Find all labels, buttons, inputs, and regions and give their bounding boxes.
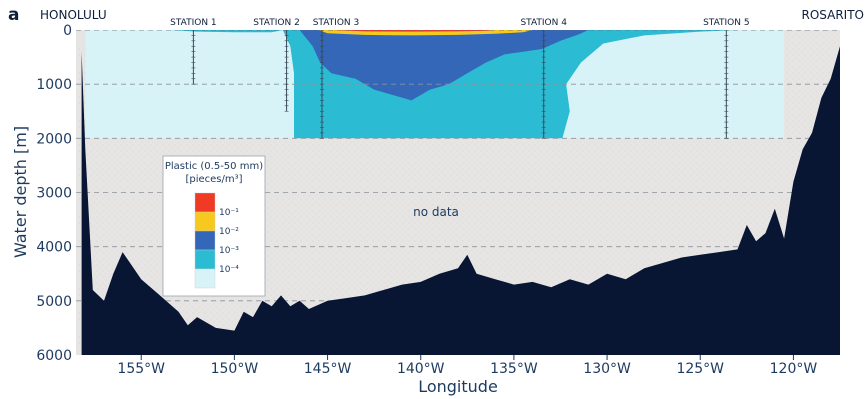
legend-title-line1: Plastic (0.5-50 mm) [165,161,263,172]
x-axis-ticks: 155°W 150°W 145°W 140°W 135°W 130°W 125°W 120°W [117,355,817,377]
legend-swatches [194,192,216,289]
legend-swatch-4 [194,249,216,270]
endpoint-labels: HONOLULU ROSARITO [40,8,864,22]
x-tick-label: 135°W [490,361,538,377]
legend-swatch-2 [194,211,216,232]
concentration-layer-2 [299,30,589,101]
x-tick-label: 140°W [397,361,445,377]
station-label-2: STATION 2 [253,18,300,28]
y-tick-label: 4000 [36,240,72,256]
legend-tick-label: 10⁻³ [219,246,239,256]
panel-letter: a [8,5,19,25]
legend: Plastic (0.5-50 mm) [pieces/m³] 10⁻¹ 10⁻²… [162,155,266,297]
x-tick-label: 125°W [676,361,724,377]
legend-swatch-5 [194,268,216,289]
legend-swatch-3 [194,230,216,251]
y-tick-label: 6000 [36,348,72,364]
station-label-3: STATION 3 [313,18,360,28]
y-tick-label: 0 [63,23,72,39]
station-label-4: STATION 4 [520,18,567,28]
legend-tick-label: 10⁻⁴ [219,265,239,275]
endpoint-label-2: ROSARITO [802,8,864,22]
x-tick-label: 150°W [211,361,259,377]
y-axis-label: Water depth [m] [11,126,30,258]
concentration-layer-5 [169,30,283,33]
x-axis-label: Longitude [418,377,498,396]
station-label-1: STATION 1 [170,18,217,28]
x-tick-label: 155°W [117,361,165,377]
station-label-5: STATION 5 [703,18,750,28]
legend-tick-label: 10⁻¹ [219,208,239,218]
y-tick-label: 2000 [36,131,72,147]
station-labels: STATION 1 STATION 2 STATION 3 STATION 4 STAT… [170,18,749,28]
y-tick-label: 3000 [36,186,72,202]
legend-swatch-1 [194,192,216,213]
y-tick-label: 5000 [36,294,72,310]
station-profiles [191,30,729,139]
legend-title-line2: [pieces/m³] [185,174,242,185]
x-tick-label: 130°W [583,361,631,377]
endpoint-label-1: HONOLULU [40,8,107,22]
y-axis-ticks: 0 1000 2000 3000 4000 5000 6000 [36,23,72,364]
legend-tick-labels: 10⁻¹ 10⁻² 10⁻³ 10⁻⁴ [219,208,239,275]
y-tick-label: 1000 [36,77,72,93]
x-tick-label: 145°W [304,361,352,377]
legend-tick-label: 10⁻² [219,227,239,237]
seafloor-bathymetry [81,46,840,355]
x-tick-label: 120°W [770,361,818,377]
no-data-label: no data [413,205,459,219]
